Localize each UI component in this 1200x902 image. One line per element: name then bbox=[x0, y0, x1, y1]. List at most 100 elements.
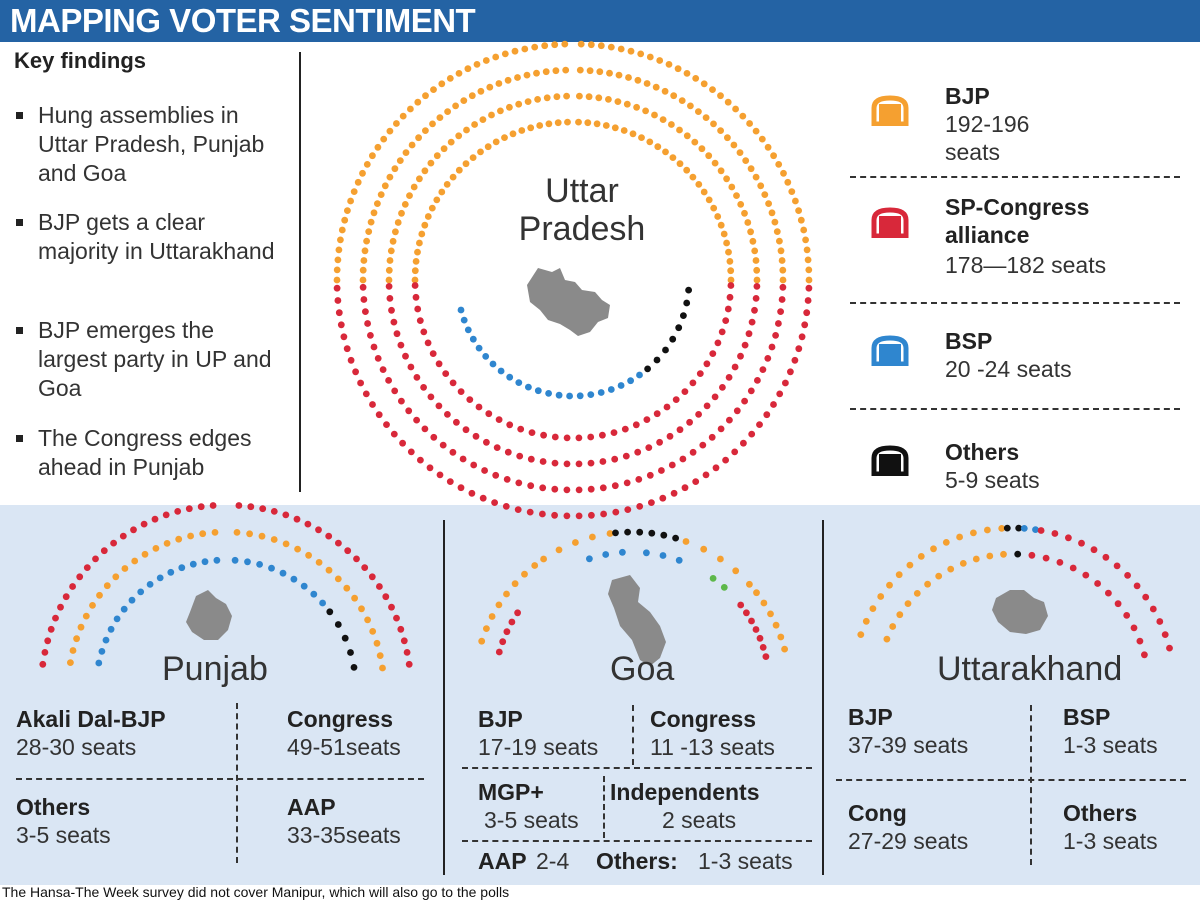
punjab-akali-seat-dot bbox=[141, 550, 149, 558]
up-bjp-seat-dot bbox=[805, 276, 813, 284]
punjab-akali-seat-dot bbox=[351, 594, 358, 602]
goa-map-icon bbox=[608, 575, 666, 666]
up-spcong-seat-dot bbox=[587, 485, 595, 493]
up-bjp-seat-dot bbox=[402, 149, 410, 157]
up-spcong-seat-dot bbox=[466, 396, 474, 403]
uk-seats-cong: 27-29 seats bbox=[848, 828, 969, 854]
punjab-akali-seat-dot bbox=[163, 540, 171, 547]
up-spcong-seat-dot bbox=[779, 283, 787, 291]
uk-others-seat-dot bbox=[1014, 550, 1022, 558]
up-spcong-seat-dot bbox=[787, 368, 794, 376]
punjab-congress-seat-dot bbox=[293, 515, 301, 523]
up-spcong-seat-dot bbox=[457, 388, 465, 395]
up-spcong-seat-dot bbox=[468, 489, 476, 497]
punjab-seats-others: 3-5 seats bbox=[16, 822, 111, 848]
up-bsp-seat-dot bbox=[475, 344, 483, 352]
up-spcong-seat-dot bbox=[563, 460, 571, 468]
up-bjp-seat-dot bbox=[683, 70, 691, 77]
punjab-congress-seat-dot bbox=[361, 564, 369, 571]
up-others-seat-dot bbox=[644, 365, 651, 373]
up-spcong-seat-dot bbox=[727, 282, 735, 289]
up-spcong-seat-dot bbox=[502, 503, 510, 510]
up-bjp-seat-dot bbox=[611, 124, 619, 132]
up-bjp-seat-dot bbox=[586, 67, 594, 75]
up-spcong-seat-dot bbox=[449, 379, 457, 387]
up-bjp-seat-dot bbox=[614, 98, 622, 105]
punjab-akali-seat-dot bbox=[211, 529, 219, 536]
up-spcong-seat-dot bbox=[703, 402, 711, 410]
uk-cong-seat-dot bbox=[1149, 605, 1157, 613]
punjab-akali-seat-dot bbox=[376, 652, 384, 659]
up-bjp-seat-dot bbox=[374, 200, 381, 208]
uk-cong-seat-dot bbox=[1105, 589, 1112, 597]
up-spcong-seat-dot bbox=[362, 390, 370, 398]
goa-congress-seat-dot bbox=[756, 634, 764, 642]
punjab-separator bbox=[236, 703, 238, 863]
up-spcong-seat-dot bbox=[515, 479, 523, 487]
up-spcong-seat-dot bbox=[658, 467, 665, 474]
goa-bjp-seat-dot bbox=[589, 533, 596, 541]
up-bjp-seat-dot bbox=[575, 118, 582, 126]
up-bjp-seat-dot bbox=[468, 92, 476, 100]
up-spcong-seat-dot bbox=[459, 455, 467, 463]
up-spcong-seat-dot bbox=[747, 387, 755, 395]
up-spcong-seat-dot bbox=[495, 416, 503, 423]
punjab-congress-seat-dot bbox=[39, 660, 47, 668]
goa-bjp-seat-dot bbox=[732, 567, 740, 575]
up-bjp-seat-dot bbox=[361, 247, 369, 255]
up-spcong-seat-dot bbox=[754, 377, 761, 384]
up-bjp-seat-dot bbox=[695, 181, 703, 188]
up-spcong-seat-dot bbox=[563, 512, 571, 520]
up-bjp-seat-dot bbox=[430, 86, 437, 93]
punjab-party-congress: Congress bbox=[287, 706, 394, 732]
goa-bjp-seat-dot bbox=[478, 637, 486, 645]
up-spcong-seat-dot bbox=[362, 308, 369, 315]
up-bjp-seat-dot bbox=[511, 47, 519, 55]
up-spcong-seat-dot bbox=[776, 390, 784, 398]
punjab-congress-seat-dot bbox=[174, 508, 182, 515]
up-bsp-seat-dot bbox=[617, 382, 625, 389]
up-spcong-seat-dot bbox=[359, 283, 367, 291]
up-spcong-seat-dot bbox=[352, 368, 359, 376]
up-bjp-seat-dot bbox=[350, 188, 358, 196]
up-bjp-seat-dot bbox=[725, 248, 732, 256]
up-bsp-seat-dot bbox=[607, 386, 615, 393]
up-spcong-seat-dot bbox=[335, 309, 343, 317]
up-spcong-seat-dot bbox=[804, 297, 812, 304]
up-spcong-seat-dot bbox=[407, 363, 415, 371]
up-bjp-seat-dot bbox=[595, 94, 603, 102]
up-bjp-seat-dot bbox=[764, 143, 772, 151]
goa-aap-seat-dot bbox=[602, 551, 610, 558]
up-bjp-seat-dot bbox=[398, 209, 405, 217]
up-bjp-seat-dot bbox=[700, 80, 708, 88]
uk-cong-seat-dot bbox=[1051, 530, 1059, 537]
up-bjp-seat-dot bbox=[363, 161, 371, 168]
goa-bjp-seat-dot bbox=[781, 645, 788, 653]
up-bjp-seat-dot bbox=[747, 165, 755, 173]
up-spcong-seat-dot bbox=[653, 410, 661, 418]
up-legend-spcong-name: SP-Congress alliance bbox=[945, 194, 1090, 248]
up-spcong-seat-dot bbox=[731, 448, 739, 456]
up-spcong-seat-dot bbox=[777, 308, 784, 315]
up-bjp-seat-dot bbox=[726, 258, 734, 265]
finding-item: The Congress edges ahead in Punjab bbox=[16, 424, 286, 482]
up-bjp-seat-dot bbox=[723, 175, 730, 183]
punjab-congress-seat-dot bbox=[405, 660, 413, 668]
header-banner: MAPPING VOTER SENTIMENT bbox=[0, 0, 1200, 42]
up-spcong-seat-dot bbox=[402, 352, 409, 360]
up-bjp-seat-dot bbox=[385, 266, 393, 274]
punjab-congress-seat-dot bbox=[304, 520, 312, 528]
punjab-congress-seat-dot bbox=[62, 593, 70, 601]
uk-bjp-seat-dot bbox=[959, 560, 967, 567]
punjab-akali-seat-dot bbox=[305, 551, 312, 559]
punjab-congress-seat-dot bbox=[92, 555, 99, 563]
up-spcong-seat-dot bbox=[692, 478, 700, 485]
uk-bjp-seat-dot bbox=[947, 565, 955, 573]
up-bjp-seat-dot bbox=[776, 237, 783, 245]
goa-party-others: Others: bbox=[596, 848, 678, 874]
uk-cong-seat-dot bbox=[1124, 572, 1131, 579]
up-bjp-seat-dot bbox=[369, 152, 376, 160]
uk-cong-seat-dot bbox=[1156, 618, 1164, 625]
up-spcong-seat-dot bbox=[634, 448, 642, 456]
punjab-congress-seat-dot bbox=[368, 573, 376, 581]
